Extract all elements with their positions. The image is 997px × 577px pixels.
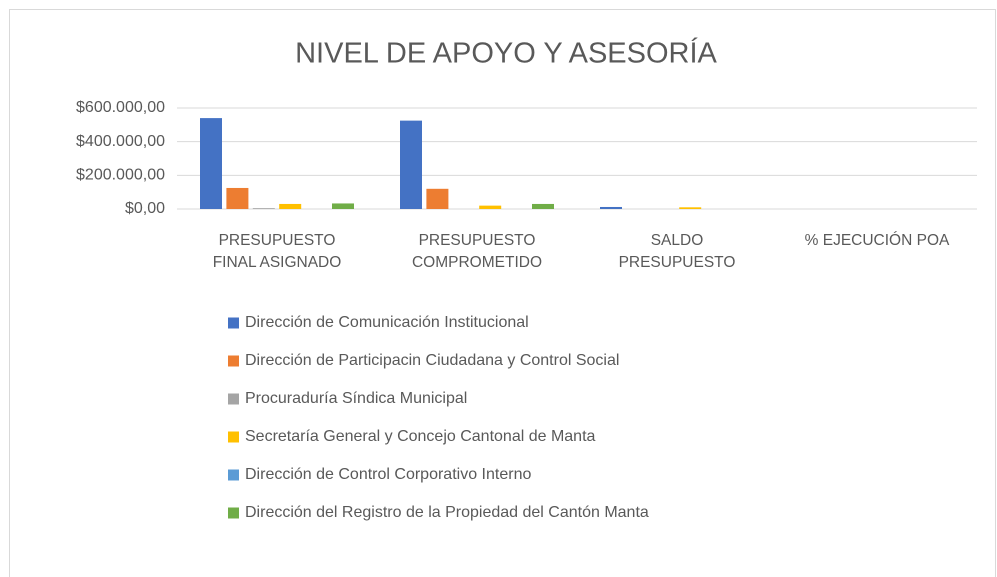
x-tick-label: % EJECUCIÓN POA: [804, 232, 950, 249]
y-tick-label: $600.000,00: [76, 99, 165, 116]
x-tick-label: SALDO PRESUPUESTO: [618, 232, 736, 271]
bar: [532, 203, 554, 209]
legend-label: Dirección del Registro de la Propiedad d…: [245, 504, 649, 521]
bar: [426, 188, 449, 209]
y-tick-label: $0,00: [125, 200, 165, 217]
legend-swatch: [228, 355, 239, 367]
bar: [279, 203, 302, 209]
bar: [400, 120, 422, 209]
bar: [479, 205, 502, 209]
bar: [200, 118, 222, 209]
chart-title: NIVEL DE APOYO Y ASESORÍA: [295, 37, 717, 70]
bar: [600, 206, 622, 209]
legend-swatch: [228, 507, 239, 519]
bar: [252, 208, 275, 209]
chart-border: [9, 9, 996, 577]
x-tick-label: PRESUPUESTO COMPROMETIDO: [411, 232, 543, 271]
bar: [332, 203, 354, 209]
legend-swatch: [228, 393, 239, 405]
legend-label: Secretaría General y Concejo Cantonal de…: [245, 428, 596, 445]
legend-label: Procuraduría Síndica Municipal: [245, 390, 467, 407]
bar: [226, 187, 249, 209]
x-tick-label: PRESUPUESTO FINAL ASIGNADO: [212, 232, 342, 271]
y-tick-label: $200.000,00: [76, 167, 165, 184]
legend-label: Dirección de Comunicación Institucional: [245, 314, 529, 331]
legend-swatch: [228, 469, 239, 481]
bar: [679, 207, 702, 209]
legend-swatch: [228, 431, 239, 443]
legend-label: Dirección de Participacin Ciudadana y Co…: [245, 352, 619, 369]
legend-swatch: [228, 317, 239, 329]
y-tick-label: $400.000,00: [76, 133, 165, 150]
legend-label: Dirección de Control Corporativo Interno: [245, 466, 531, 483]
